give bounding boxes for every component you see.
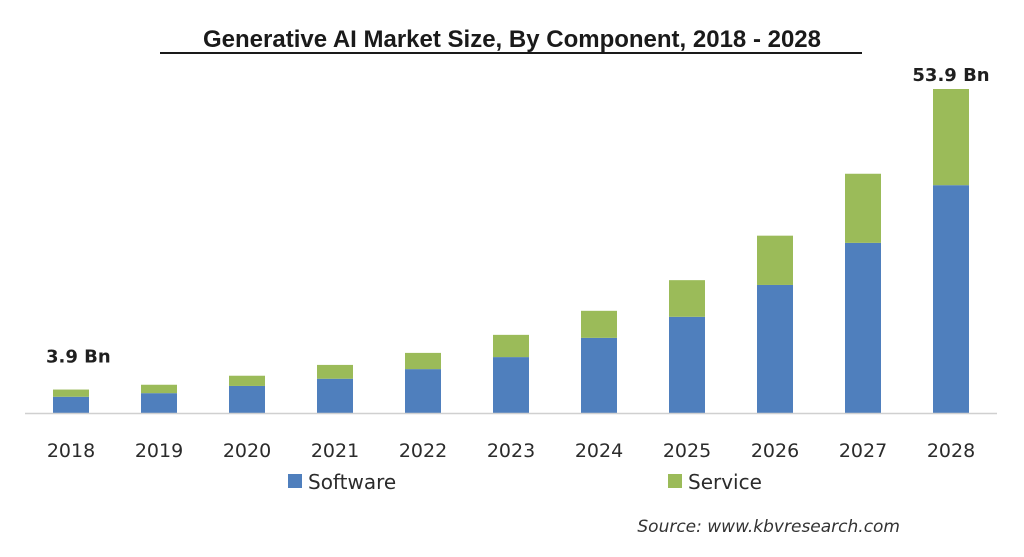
- x-tick-label: 2026: [751, 440, 799, 462]
- x-tick-label: 2022: [399, 440, 447, 462]
- x-tick-label: 2021: [311, 440, 359, 462]
- legend-label-software: Software: [308, 470, 396, 494]
- bar-software-2018: [53, 396, 89, 413]
- bar-software-2023: [493, 357, 529, 413]
- source-note: Source: www.kbvresearch.com: [637, 517, 900, 537]
- x-tick-label: 2025: [663, 440, 711, 462]
- x-tick-label: 2023: [487, 440, 535, 462]
- bar-service-2018: [53, 389, 89, 397]
- bar-software-2026: [757, 284, 793, 413]
- legend-swatch-service: [668, 474, 682, 488]
- bar-service-2025: [669, 280, 705, 317]
- bar-software-2020: [229, 385, 265, 413]
- bar-service-2024: [581, 310, 617, 338]
- data-labels: 3.9 Bn 53.9 Bn: [46, 65, 990, 368]
- data-label-2028: 53.9 Bn: [912, 65, 989, 86]
- x-tick-label: 2018: [47, 440, 95, 462]
- x-tick-label: 2019: [135, 440, 183, 462]
- x-tick-label: 2024: [575, 440, 623, 462]
- bar-service-2028: [933, 89, 969, 186]
- legend-label-service: Service: [688, 470, 762, 494]
- bar-service-2021: [317, 364, 353, 379]
- bar-software-2027: [845, 242, 881, 413]
- bar-software-2025: [669, 316, 705, 413]
- bar-service-2019: [141, 384, 177, 394]
- bar-software-2028: [933, 185, 969, 413]
- legend-swatch-software: [288, 474, 302, 488]
- bar-service-2026: [757, 235, 793, 285]
- chart-title: Generative AI Market Size, By Component,…: [203, 26, 821, 53]
- bar-service-2022: [405, 352, 441, 370]
- bar-software-2021: [317, 378, 353, 413]
- data-label-2018: 3.9 Bn: [46, 347, 111, 368]
- bar-service-2027: [845, 173, 881, 243]
- bar-service-2020: [229, 375, 265, 386]
- bar-service-2023: [493, 334, 529, 358]
- bar-software-2022: [405, 369, 441, 413]
- bars-group: [53, 89, 969, 413]
- x-tick-label: 2028: [927, 440, 975, 462]
- bar-software-2019: [141, 393, 177, 413]
- x-tick-labels: 2018 2019 2020 2021 2022 2023 2024 2025 2026 2027…: [47, 440, 975, 462]
- legend: Software Service: [288, 470, 762, 494]
- x-tick-label: 2027: [839, 440, 887, 462]
- bar-software-2024: [581, 337, 617, 413]
- x-tick-label: 2020: [223, 440, 271, 462]
